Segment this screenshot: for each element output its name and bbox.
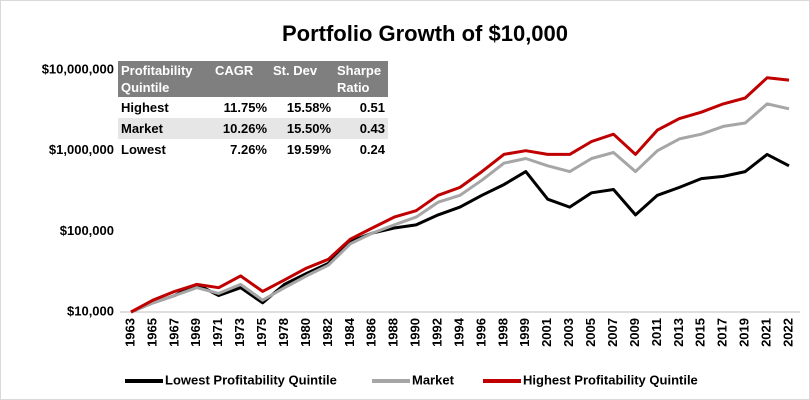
table-cell: 15.58% xyxy=(286,100,331,115)
table-row: Highest 11.75% 15.58% 0.51 xyxy=(118,97,388,118)
y-tick-label: $10,000,000 xyxy=(42,61,114,76)
table-cell: Lowest xyxy=(121,142,166,157)
x-tick-label: 1986 xyxy=(364,318,379,347)
table-cell: 10.26% xyxy=(212,118,270,139)
x-tick-label: 1963 xyxy=(122,318,137,347)
x-tick-label: 2003 xyxy=(561,318,576,347)
x-tick-label: 1999 xyxy=(517,318,532,347)
table-cell: 11.75% xyxy=(223,100,267,115)
x-tick-label: 2017 xyxy=(715,318,730,347)
x-tick-label: 2022 xyxy=(780,318,795,347)
table-cell: Market xyxy=(118,118,212,139)
x-tick-label: 2021 xyxy=(759,318,774,347)
x-tick-label: 1984 xyxy=(342,317,357,347)
table-header-cell: Profitability Quintile xyxy=(118,61,212,97)
table-cell: 19.59% xyxy=(286,142,331,157)
x-tick-label: 1998 xyxy=(495,318,510,347)
x-tick-label: 1982 xyxy=(320,318,335,347)
x-tick-label: 1975 xyxy=(254,318,269,347)
x-tick-label: 1988 xyxy=(386,318,401,347)
table-cell: Highest xyxy=(121,100,169,115)
table-cell: 0.43 xyxy=(334,118,388,139)
x-tick-label: 2001 xyxy=(539,318,554,347)
x-tick-label: 1994 xyxy=(451,317,466,347)
x-tick-label: 1996 xyxy=(473,318,488,347)
series-line xyxy=(130,152,790,314)
x-tick-label: 1980 xyxy=(298,318,313,347)
table-header-cell: St. Dev xyxy=(270,61,334,97)
x-tick-label: 1971 xyxy=(210,318,225,347)
table-row: Lowest 7.26% 19.59% 0.24 xyxy=(118,139,388,160)
y-tick-label: $10,000 xyxy=(67,303,114,318)
x-tick-label: 2015 xyxy=(693,318,708,347)
x-tick-label: 2005 xyxy=(583,318,598,347)
x-tick-label: 1973 xyxy=(232,318,247,347)
x-tick-label: 1992 xyxy=(430,318,445,347)
x-tick-label: 1967 xyxy=(166,318,181,347)
y-tick-label: $100,000 xyxy=(60,223,114,238)
x-tick-label: 1990 xyxy=(408,318,423,347)
table-cell: 7.26% xyxy=(230,142,267,157)
table-cell: 0.24 xyxy=(359,142,385,157)
y-tick-label: $1,000,000 xyxy=(49,142,114,157)
series-line xyxy=(130,102,790,314)
legend-label: Highest Profitability Quintile xyxy=(523,372,698,387)
series-line xyxy=(130,76,790,314)
x-tick-label: 2007 xyxy=(605,318,620,347)
legend-label: Market xyxy=(412,372,455,387)
x-tick-label: 2013 xyxy=(671,318,686,347)
table-header-cell: Sharpe Ratio xyxy=(334,61,388,97)
x-tick-label: 2009 xyxy=(627,318,642,347)
table-header-row: Profitability Quintile CAGR St. Dev Sharpe … xyxy=(118,61,388,97)
stats-table: Profitability Quintile CAGR St. Dev Sharpe … xyxy=(118,61,388,160)
table-header-cell: CAGR xyxy=(212,61,270,97)
x-tick-label: 1978 xyxy=(276,318,291,347)
table-cell: 0.51 xyxy=(359,100,385,115)
x-tick-label: 1965 xyxy=(144,318,159,347)
chart-title: Portfolio Growth of $10,000 xyxy=(282,21,568,46)
legend-label: Lowest Profitability Quintile xyxy=(165,372,337,387)
x-tick-label: 2019 xyxy=(737,318,752,347)
x-tick-label: 2011 xyxy=(649,318,664,346)
x-tick-label: 1969 xyxy=(188,318,203,347)
table-row: Market 10.26% 15.50% 0.43 xyxy=(118,118,388,139)
table-cell: 15.50% xyxy=(270,118,334,139)
